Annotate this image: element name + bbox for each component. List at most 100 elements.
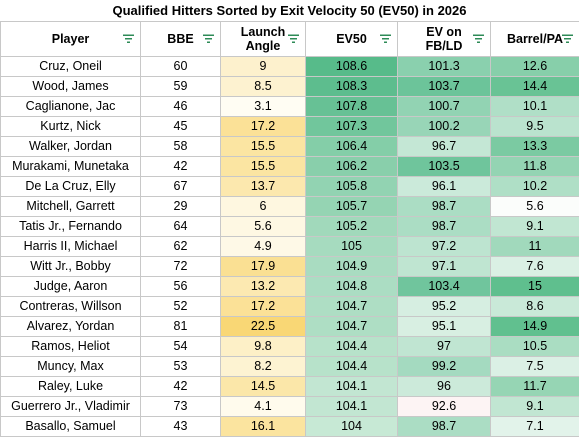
- cell-ev50: 104.9: [306, 257, 398, 277]
- cell-barrel: 11.8: [491, 157, 579, 177]
- header-bbe[interactable]: BBE: [141, 22, 221, 57]
- cell-la: 22.5: [221, 317, 306, 337]
- cell-player: Cruz, Oneil: [1, 57, 141, 77]
- cell-barrel: 14.9: [491, 317, 579, 337]
- cell-bbe: 45: [141, 117, 221, 137]
- cell-evfb: 103.4: [398, 277, 491, 297]
- cell-barrel: 11.7: [491, 377, 579, 397]
- cell-player: Ramos, Heliot: [1, 337, 141, 357]
- cell-bbe: 59: [141, 77, 221, 97]
- cell-la: 15.5: [221, 157, 306, 177]
- cell-ev50: 104.4: [306, 337, 398, 357]
- header-label: EV50: [336, 32, 367, 46]
- cell-la: 15.5: [221, 137, 306, 157]
- cell-evfb: 96.1: [398, 177, 491, 197]
- cell-bbe: 73: [141, 397, 221, 417]
- cell-barrel: 9.1: [491, 217, 579, 237]
- cell-ev50: 105.7: [306, 197, 398, 217]
- cell-bbe: 60: [141, 57, 221, 77]
- cell-bbe: 42: [141, 377, 221, 397]
- header-label: BBE: [167, 32, 193, 46]
- cell-barrel: 10.2: [491, 177, 579, 197]
- cell-player: De La Cruz, Elly: [1, 177, 141, 197]
- cell-la: 13.2: [221, 277, 306, 297]
- cell-player: Muncy, Max: [1, 357, 141, 377]
- cell-barrel: 7.1: [491, 417, 579, 437]
- cell-evfb: 95.1: [398, 317, 491, 337]
- cell-la: 17.9: [221, 257, 306, 277]
- filter-icon[interactable]: [380, 35, 391, 44]
- cell-player: Judge, Aaron: [1, 277, 141, 297]
- cell-barrel: 7.6: [491, 257, 579, 277]
- cell-evfb: 103.7: [398, 77, 491, 97]
- cell-player: Guerrero Jr., Vladimir: [1, 397, 141, 417]
- cell-bbe: 56: [141, 277, 221, 297]
- cell-ev50: 106.2: [306, 157, 398, 177]
- cell-bbe: 62: [141, 237, 221, 257]
- cell-ev50: 105.2: [306, 217, 398, 237]
- filter-icon[interactable]: [123, 35, 134, 44]
- cell-evfb: 97.1: [398, 257, 491, 277]
- cell-la: 4.1: [221, 397, 306, 417]
- cell-ev50: 105.8: [306, 177, 398, 197]
- cell-evfb: 96.7: [398, 137, 491, 157]
- cell-barrel: 10.1: [491, 97, 579, 117]
- cell-bbe: 42: [141, 157, 221, 177]
- filter-icon[interactable]: [203, 35, 214, 44]
- cell-evfb: 103.5: [398, 157, 491, 177]
- cell-la: 13.7: [221, 177, 306, 197]
- cell-player: Harris II, Michael: [1, 237, 141, 257]
- cell-bbe: 52: [141, 297, 221, 317]
- cell-la: 9.8: [221, 337, 306, 357]
- cell-bbe: 29: [141, 197, 221, 217]
- cell-ev50: 107.3: [306, 117, 398, 137]
- cell-evfb: 98.7: [398, 197, 491, 217]
- header-player[interactable]: Player: [1, 22, 141, 57]
- cell-ev50: 107.8: [306, 97, 398, 117]
- filter-icon[interactable]: [473, 35, 484, 44]
- cell-evfb: 96: [398, 377, 491, 397]
- filter-icon[interactable]: [562, 35, 573, 44]
- cell-barrel: 11: [491, 237, 579, 257]
- cell-evfb: 101.3: [398, 57, 491, 77]
- cell-ev50: 108.6: [306, 57, 398, 77]
- cell-barrel: 14.4: [491, 77, 579, 97]
- cell-ev50: 104.7: [306, 297, 398, 317]
- cell-bbe: 53: [141, 357, 221, 377]
- cell-evfb: 97.2: [398, 237, 491, 257]
- cell-ev50: 104.4: [306, 357, 398, 377]
- cell-player: Murakami, Munetaka: [1, 157, 141, 177]
- cell-bbe: 72: [141, 257, 221, 277]
- cell-la: 4.9: [221, 237, 306, 257]
- cell-barrel: 7.5: [491, 357, 579, 377]
- cell-bbe: 43: [141, 417, 221, 437]
- filter-icon[interactable]: [288, 35, 299, 44]
- cell-ev50: 106.4: [306, 137, 398, 157]
- cell-player: Mitchell, Garrett: [1, 197, 141, 217]
- cell-evfb: 95.2: [398, 297, 491, 317]
- cell-player: Wood, James: [1, 77, 141, 97]
- cell-barrel: 15: [491, 277, 579, 297]
- header-ev50[interactable]: EV50: [306, 22, 398, 57]
- cell-la: 17.2: [221, 297, 306, 317]
- header-barrel[interactable]: Barrel/PA: [491, 22, 579, 57]
- page-title: Qualified Hitters Sorted by Exit Velocit…: [0, 0, 579, 21]
- cell-barrel: 5.6: [491, 197, 579, 217]
